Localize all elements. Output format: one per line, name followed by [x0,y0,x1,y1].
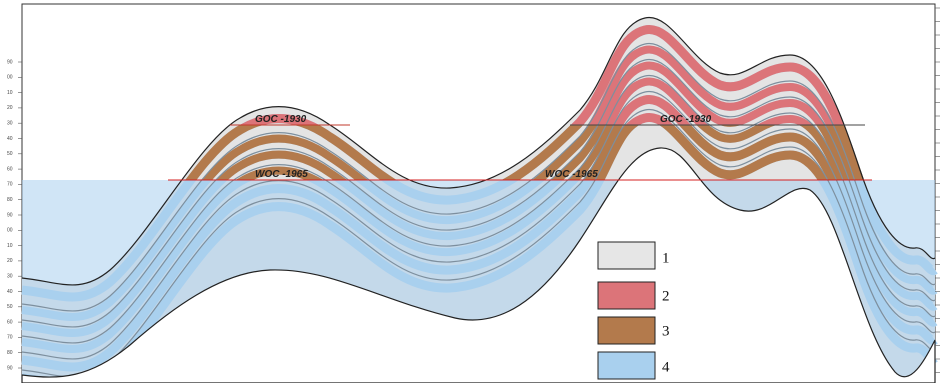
left-tick-label: 40 [7,289,13,295]
left-tick-label: 90 [7,365,13,371]
contact-label: WOC -1965 [545,169,598,180]
legend: 1 2 3 4 [597,241,670,380]
legend-label: 2 [662,288,670,304]
left-tick-label: 70 [7,182,13,188]
legend-swatch [597,351,656,380]
left-tick-label: 40 [7,136,13,142]
left-tick-label: 60 [7,166,13,172]
left-tick-label: 90 [7,212,13,218]
axes: 90 00 10 20 30 40 50 60 70 80 90 00 10 20 30 40 50 60 70 80… [7,7,940,373]
left-tick-label: 80 [7,197,13,203]
contact-label: GOC -1930 [255,114,307,125]
left-tick-label: 30 [7,121,13,127]
legend-label: 3 [662,323,670,339]
left-tick-label: 10 [7,90,13,96]
left-tick-label: 70 [7,335,13,341]
legend-swatch [597,281,656,310]
left-tick-label: 50 [7,304,13,310]
left-tick-label: 00 [7,228,13,234]
left-tick-label: 90 [7,59,13,65]
left-tick-label: 10 [7,243,13,249]
left-tick-label: 00 [7,75,13,81]
left-tick-label: 20 [7,258,13,264]
legend-label: 1 [662,250,670,266]
legend-swatch [597,316,656,345]
legend-swatch [597,241,656,270]
contact-label: WOC -1965 [255,169,308,180]
left-tick-label: 50 [7,151,13,157]
left-tick-label: 60 [7,319,13,325]
left-tick-label: 30 [7,274,13,280]
base-surface [21,147,936,383]
contact-label: GOC -1930 [660,114,712,125]
left-tick-label: 80 [7,350,13,356]
legend-label: 4 [662,359,670,375]
left-tick-label: 20 [7,105,13,111]
